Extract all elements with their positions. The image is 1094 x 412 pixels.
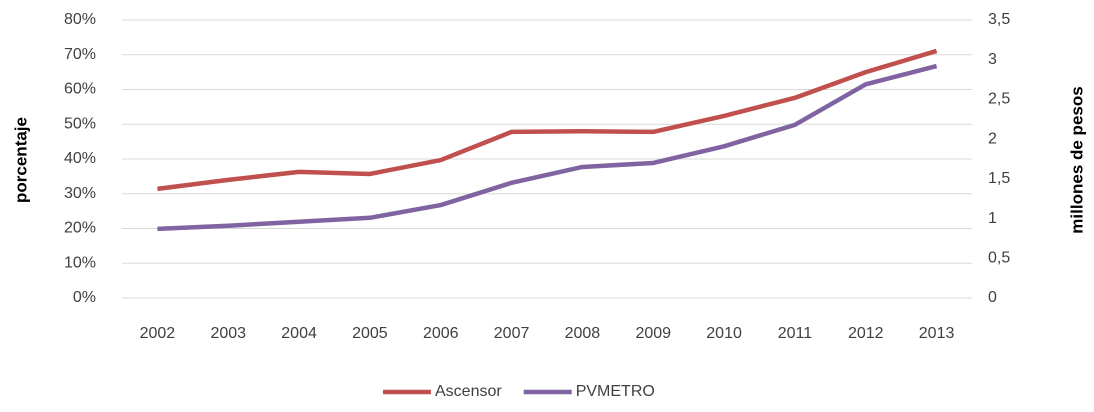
x-tick-label: 2011 [778, 325, 813, 342]
x-tick-label: 2012 [848, 325, 884, 342]
y2-tick-label: 0 [988, 289, 997, 306]
y-tick-label: 0% [73, 289, 96, 306]
x-tick-label: 2005 [352, 325, 388, 342]
legend-label: Ascensor [435, 383, 502, 400]
x-tick-label: 2010 [706, 325, 742, 342]
y-tick-label: 80% [64, 11, 96, 28]
y2-tick-label: 0,5 [988, 250, 1010, 267]
x-tick-label: 2013 [919, 325, 955, 342]
y-tick-label: 20% [64, 220, 96, 237]
y2-tick-label: 3,5 [988, 11, 1010, 28]
x-tick-label: 2004 [281, 325, 317, 342]
y2-tick-label: 2,5 [988, 91, 1010, 108]
x-tick-label: 2009 [635, 325, 671, 342]
y-tick-label: 60% [64, 81, 96, 98]
line-series [157, 48, 938, 192]
y2-axis-title: millones de pesos [1067, 86, 1086, 233]
line-series [157, 63, 938, 232]
x-tick-label: 2008 [565, 325, 601, 342]
x-tick-label: 2002 [140, 325, 176, 342]
y-axis-title: porcentaje [11, 117, 30, 203]
y-tick-label: 50% [64, 115, 96, 132]
y-tick-label: 10% [64, 254, 96, 271]
x-tick-label: 2003 [210, 325, 246, 342]
y-tick-label: 30% [64, 185, 96, 202]
y2-tick-label: 1 [988, 210, 997, 227]
legend-label: PVMETRO [576, 383, 655, 400]
y2-tick-label: 2 [988, 130, 997, 147]
y-tick-label: 40% [64, 150, 96, 167]
y-tick-label: 70% [64, 46, 96, 63]
x-tick-label: 2007 [494, 325, 530, 342]
x-tick-label: 2006 [423, 325, 459, 342]
y2-tick-label: 1,5 [988, 170, 1010, 187]
y2-tick-label: 3 [988, 51, 997, 68]
